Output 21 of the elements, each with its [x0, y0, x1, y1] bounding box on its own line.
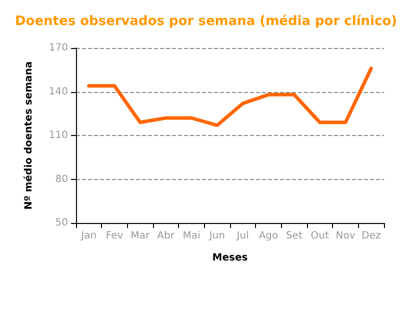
y-tick-label: 80 — [55, 174, 68, 185]
x-tick-label: Abr — [157, 230, 176, 242]
x-tick-label: Mar — [130, 230, 150, 242]
x-tick-label: Jun — [208, 230, 225, 242]
x-tick-label: Dez — [362, 230, 381, 242]
x-tick-label: Nov — [336, 230, 356, 242]
y-tick-label: 170 — [48, 42, 68, 54]
x-tick-label: Mai — [182, 230, 200, 242]
x-tick-label: Fev — [106, 230, 124, 242]
y-tick-label: 140 — [48, 86, 68, 98]
y-axis-title: Nº médio doentes semana — [24, 61, 34, 210]
x-tick-label: Set — [286, 230, 302, 242]
y-tick-label: 110 — [48, 130, 68, 141]
line-series — [87, 66, 373, 128]
x-tick-label: Jan — [80, 230, 97, 242]
chart-title: Doentes observados por semana (média por clínico) — [15, 14, 398, 29]
x-tick-label: Ago — [258, 230, 278, 242]
y-tick-label: 50 — [55, 218, 68, 228]
x-tick-label: Out — [310, 230, 329, 242]
x-tick-label: Jul — [236, 230, 249, 242]
x-axis-title: Meses — [212, 252, 248, 264]
